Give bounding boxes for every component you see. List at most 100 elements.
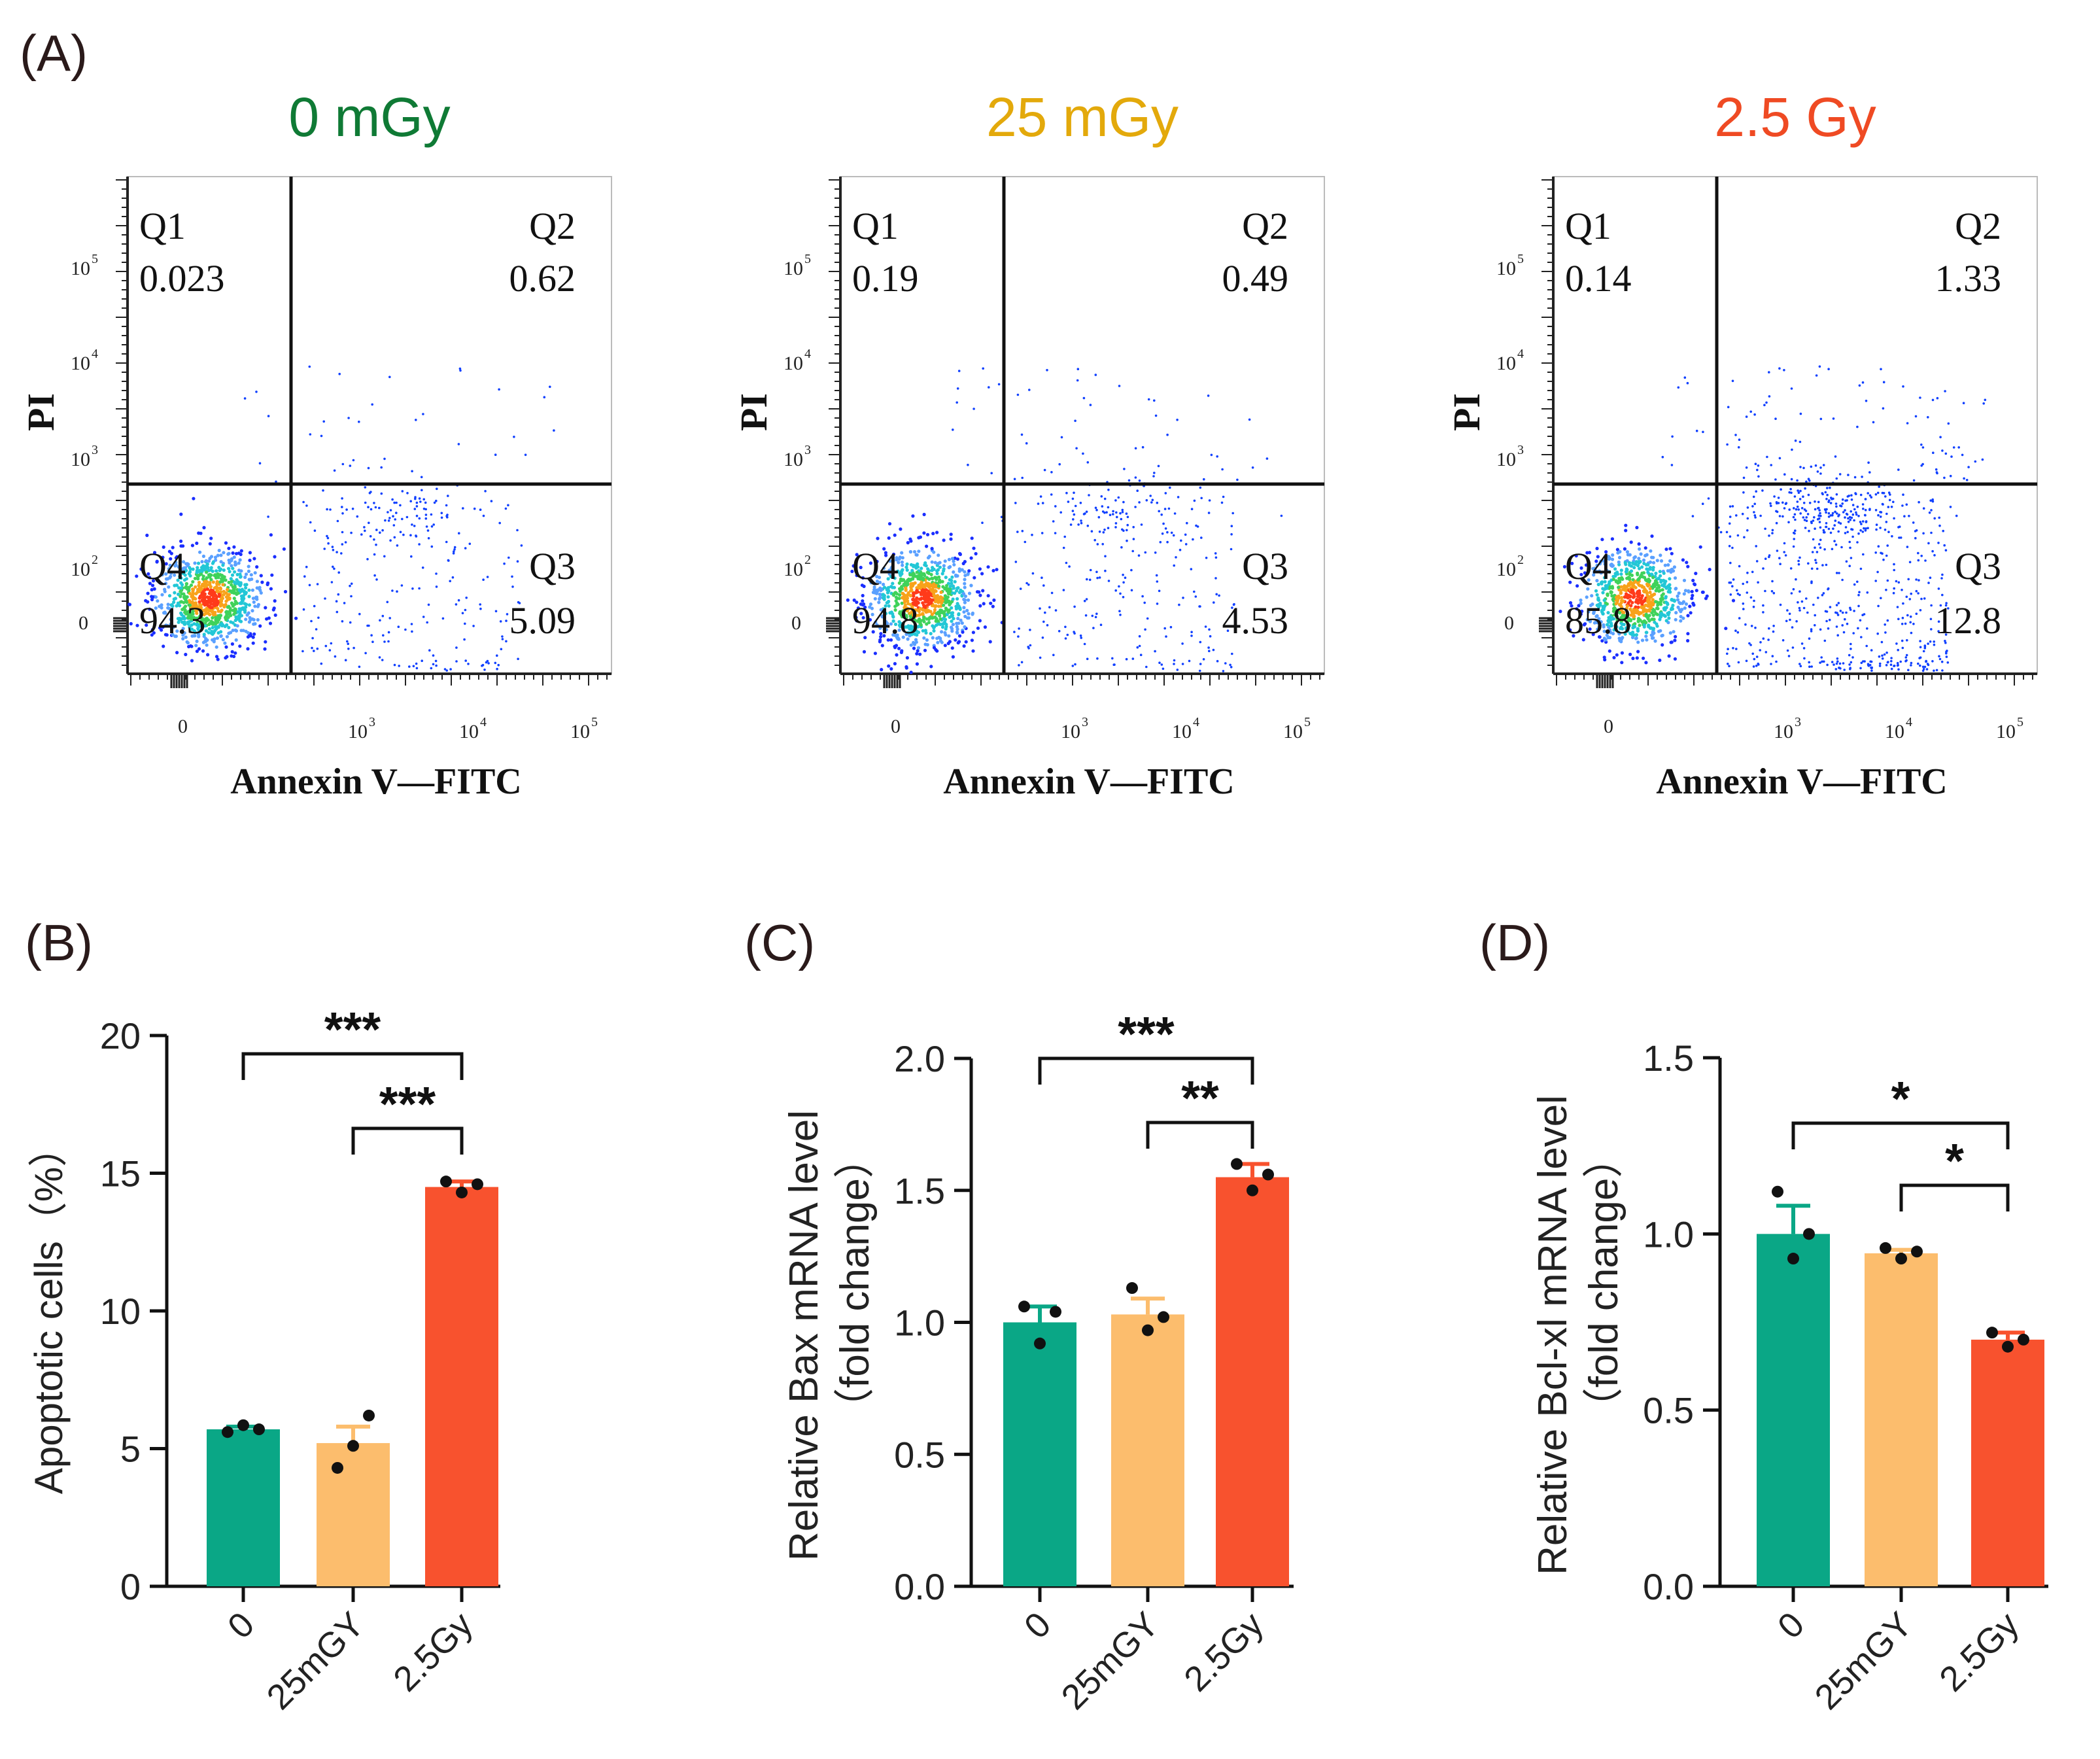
event-dot — [368, 521, 370, 525]
event-dot — [410, 555, 413, 558]
event-dot — [897, 593, 902, 597]
event-dot — [1125, 657, 1128, 661]
event-dot — [972, 546, 976, 550]
event-dot — [1817, 597, 1819, 599]
event-dot — [239, 614, 243, 618]
event-dot — [1917, 592, 1919, 595]
event-dot — [1609, 590, 1613, 595]
event-dot — [1046, 624, 1049, 627]
event-dot — [1648, 626, 1653, 630]
event-dot — [195, 650, 199, 653]
event-dot — [1870, 660, 1873, 663]
event-dot — [179, 512, 183, 516]
event-dot — [1205, 557, 1208, 559]
event-dot — [1930, 509, 1933, 512]
event-dot — [259, 574, 263, 578]
event-dot — [1792, 545, 1795, 548]
event-dot — [1849, 518, 1851, 521]
event-dot — [1216, 659, 1219, 663]
event-dot — [1704, 597, 1708, 601]
event-dot — [862, 650, 867, 654]
event-dot — [895, 653, 899, 657]
event-dot — [195, 611, 199, 616]
event-dot — [1116, 515, 1118, 519]
event-dot — [320, 662, 323, 665]
event-dot — [906, 637, 910, 641]
event-dot — [1097, 515, 1101, 519]
event-dot — [948, 589, 952, 593]
event-dot — [273, 555, 277, 559]
event-dot — [1103, 512, 1106, 514]
event-dot — [200, 616, 204, 621]
event-dot — [445, 515, 448, 517]
event-dot — [1072, 518, 1075, 521]
event-dot — [163, 589, 167, 593]
event-dot — [207, 631, 211, 635]
event-dot — [145, 623, 148, 627]
event-dot — [1690, 589, 1694, 593]
event-dot — [1853, 610, 1855, 612]
event-dot — [1898, 525, 1901, 528]
event-dot — [1153, 472, 1156, 474]
event-dot — [1021, 530, 1024, 532]
event-dot — [1673, 638, 1677, 642]
event-dot — [1879, 527, 1882, 529]
event-dot — [1897, 581, 1901, 584]
event-dot — [225, 655, 229, 659]
event-dot — [1729, 561, 1732, 565]
event-dot — [1793, 513, 1797, 516]
event-dot — [1848, 653, 1851, 657]
event-dot — [227, 625, 231, 630]
event-dot — [1920, 555, 1923, 557]
event-dot — [1835, 662, 1838, 665]
event-dot — [1898, 536, 1901, 539]
event-dot — [1904, 659, 1907, 663]
event-dot — [1037, 502, 1040, 505]
event-dot — [422, 498, 425, 501]
event-dot — [1080, 636, 1082, 639]
event-dot — [913, 581, 917, 585]
event-dot — [1896, 606, 1899, 608]
event-dot — [1910, 592, 1912, 595]
event-dot — [1088, 494, 1090, 496]
event-dot — [1193, 590, 1196, 593]
event-dot — [1841, 502, 1844, 505]
event-dot — [1638, 610, 1642, 615]
event-dot — [1754, 516, 1757, 519]
event-dot — [1806, 513, 1810, 515]
event-dot — [1799, 440, 1802, 444]
event-dot — [1140, 523, 1143, 526]
event-dot — [1173, 564, 1175, 567]
event-dot — [947, 634, 951, 638]
event-dot — [909, 539, 913, 543]
event-dot — [1612, 655, 1616, 659]
event-dot — [1944, 549, 1948, 551]
event-dot — [1177, 496, 1180, 498]
event-dot — [1848, 515, 1851, 519]
event-dot — [1224, 662, 1227, 665]
event-dot — [259, 591, 263, 595]
event-dot — [1731, 599, 1736, 602]
event-dot — [931, 532, 935, 536]
event-dot — [1930, 531, 1933, 534]
event-dot — [1814, 464, 1817, 467]
event-dot — [1088, 578, 1092, 582]
event-dot — [1844, 618, 1846, 621]
event-dot — [1640, 605, 1644, 609]
event-dot — [212, 599, 216, 604]
event-dot — [1772, 630, 1775, 633]
event-dot — [389, 509, 392, 512]
event-dot — [1856, 580, 1859, 583]
event-dot — [1868, 508, 1871, 512]
event-dot — [1878, 665, 1882, 667]
event-dot — [370, 634, 373, 636]
event-dot — [224, 645, 228, 649]
event-dot — [1094, 374, 1097, 376]
event-dot — [1121, 511, 1124, 514]
event-dot — [1938, 524, 1941, 527]
event-dot — [1861, 520, 1865, 523]
event-dot — [150, 583, 155, 587]
event-dot — [942, 538, 946, 542]
event-dot — [405, 515, 409, 519]
